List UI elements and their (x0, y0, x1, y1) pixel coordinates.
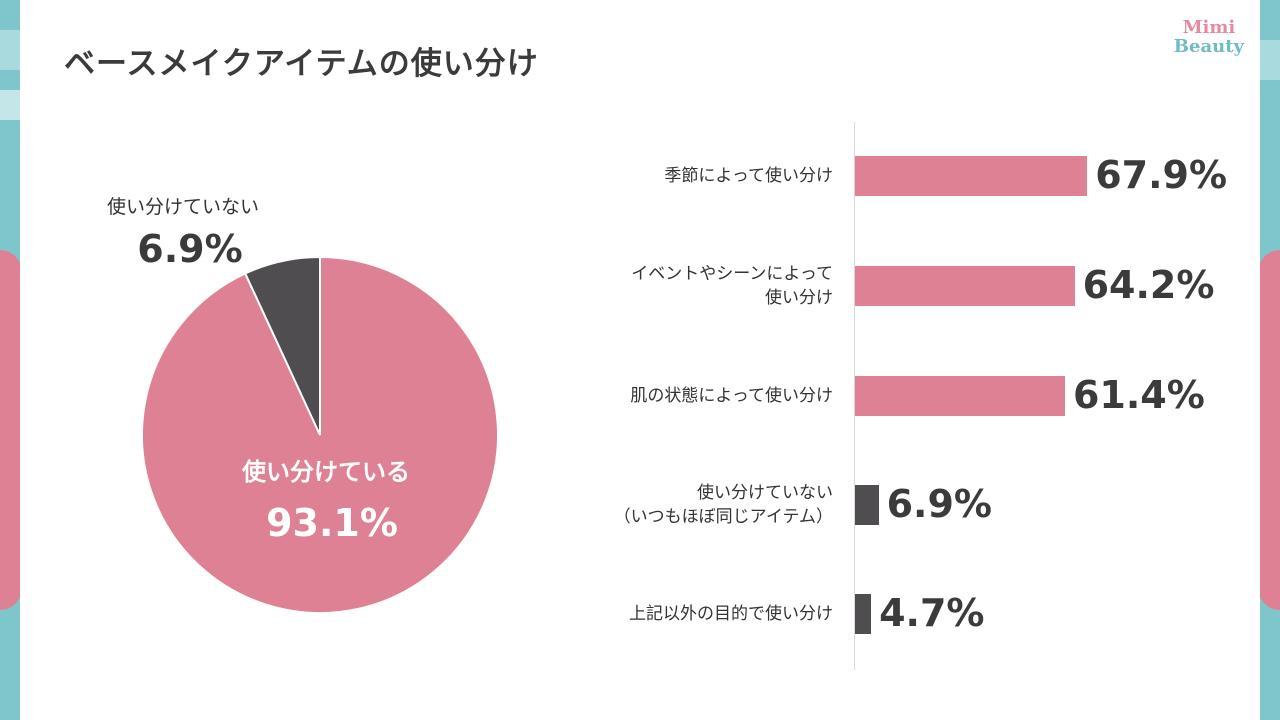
slide-card: ベースメイクアイテムの使い分け Mimi Beauty 使い分けている 93.1%… (20, 0, 1260, 720)
brand-logo-line1: Mimi (1182, 17, 1236, 38)
bar-row-4: 上記以外の目的で使い分け 4.7% (20, 591, 1260, 636)
bar-value-label-0: 67.9% (1095, 153, 1228, 198)
bar-category-line-2-0: 肌の状態によって使い分け (630, 386, 833, 406)
pie-value-0: 93.1% (266, 501, 398, 545)
brand-logo-line2: Beauty (1173, 36, 1244, 57)
pie-label-1: 使い分けていない (107, 196, 259, 218)
bar-row-2: 肌の状態によって使い分け 61.4% (20, 373, 1260, 418)
bar-4 (855, 594, 872, 634)
bar-value-label-4: 4.7% (879, 591, 985, 636)
bar-category-line-4-0: 上記以外の目的で使い分け (629, 604, 833, 624)
bar-row-1: イベントやシーンによって使い分け 64.2% (20, 263, 1260, 308)
bar-value-label-2: 61.4% (1072, 373, 1205, 418)
bar-category-line-0-0: 季節によって使い分け (664, 166, 833, 186)
brand-logo: Mimi Beauty (1174, 18, 1244, 56)
bar-category-line-1-0: イベントやシーンによって (631, 264, 833, 284)
left-edge-decoration (0, 0, 22, 720)
bar-value-label-3: 6.9% (886, 482, 992, 527)
bar-category-label-0: 季節によって使い分け (664, 164, 833, 188)
bar-category-label-2: 肌の状態によって使い分け (630, 384, 833, 408)
right-edge-decoration (1258, 0, 1280, 720)
bar-category-label-4: 上記以外の目的で使い分け (629, 602, 833, 626)
bar-category-line-3-0: 使い分けていない (697, 483, 833, 503)
bar-row-3: 使い分けていない （いつもほぼ同じアイテム） 6.9% (20, 482, 1260, 527)
bar-category-line-3-1: （いつもほぼ同じアイテム） (613, 507, 833, 527)
bar-category-label-3: 使い分けていない （いつもほぼ同じアイテム） (614, 481, 833, 529)
bar-2 (855, 376, 1065, 416)
bar-chart-axis (854, 122, 855, 670)
pie-slice-1 (243, 255, 321, 436)
pie-label-0: 使い分けている (241, 458, 410, 486)
bar-category-line-1-1: 使い分け (765, 288, 833, 308)
pie-chart: 使い分けている 93.1% 使い分けていない 6.9% (107, 196, 499, 614)
bar-3 (855, 485, 879, 525)
pie-value-1: 6.9% (137, 227, 242, 271)
bar-1 (855, 266, 1075, 306)
bar-value-label-1: 64.2% (1082, 263, 1215, 308)
bar-0 (855, 156, 1088, 196)
bar-row-0: 季節によって使い分け 67.9% (20, 153, 1260, 198)
bar-category-label-1: イベントやシーンによって使い分け (631, 262, 833, 310)
page-title: ベースメイクアイテムの使い分け (64, 46, 539, 82)
